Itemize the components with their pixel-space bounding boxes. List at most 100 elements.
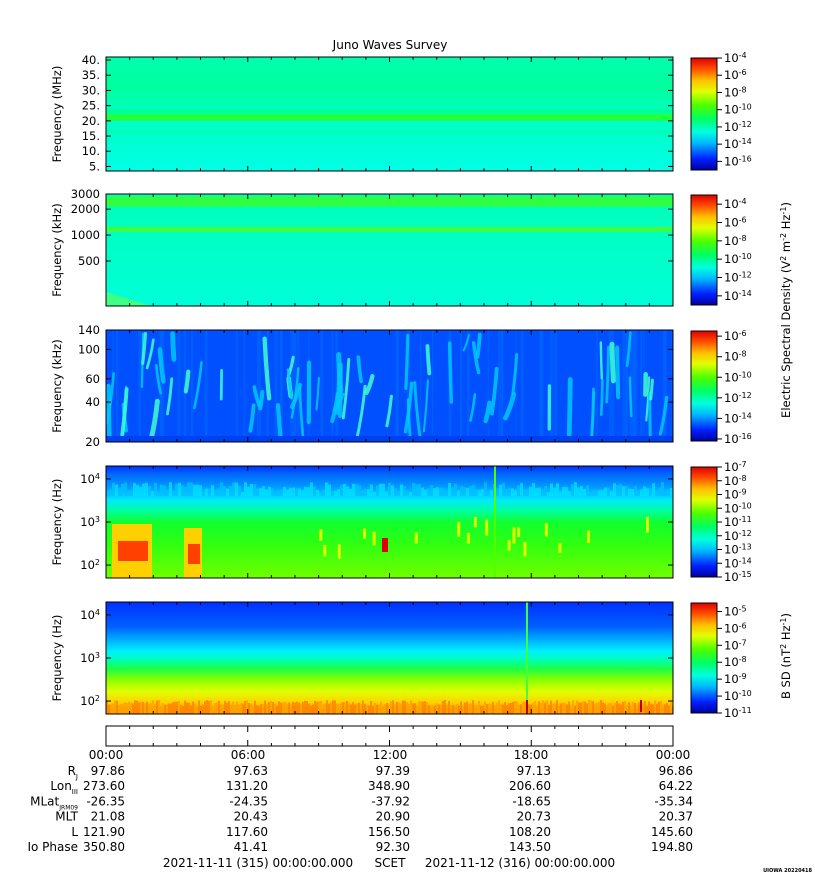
footer-scet-label: SCET	[375, 856, 407, 870]
lfr-e-noise	[409, 491, 412, 496]
lfr-b-bottom-noise	[304, 700, 306, 714]
lfr-b-bottom-noise	[340, 702, 342, 714]
lfr-b-bottom-noise	[294, 702, 296, 714]
lfr-b-bottom-noise	[210, 700, 212, 714]
lf-emission-streak	[170, 331, 177, 362]
lfr-b-bottom-noise	[260, 704, 262, 714]
ephemeris-value: 20.43	[234, 810, 268, 824]
lfr-b-bottom-noise	[494, 705, 496, 714]
lfr-b-bottom-noise	[612, 705, 614, 714]
lfr-b-bottom-noise	[192, 701, 194, 714]
lfr-b-bottom-noise	[486, 703, 488, 714]
lfr-e-noise	[592, 490, 595, 496]
ephemeris-row-label: LonIII	[50, 779, 78, 796]
lfr-b-bottom-noise	[322, 704, 324, 714]
y-tick-label: 40	[85, 395, 100, 409]
y-axis-label: Frequency (Hz)	[50, 615, 64, 702]
lfr-e-noise	[256, 488, 259, 496]
lf-texture-stripe	[640, 330, 643, 442]
lf-emission-streak	[290, 366, 300, 419]
lfr-b-bottom-noise	[418, 701, 420, 714]
yellow-burst	[372, 531, 376, 546]
lfr-e-noise	[241, 491, 244, 496]
lfr-e-noise	[247, 486, 250, 496]
lfr-e-noise	[454, 483, 457, 496]
lfr-e-noise	[223, 485, 226, 496]
colorbar-tick-label: 10-4	[724, 51, 747, 66]
lfr-b-bottom-noise	[126, 703, 128, 714]
lfr-e-noise	[376, 485, 379, 496]
ephemeris-value: -24.35	[229, 794, 268, 808]
lf-emission-streak	[483, 400, 492, 424]
lfr-b-bottom-noise	[140, 701, 142, 714]
lfr-b-bottom-noise	[552, 703, 554, 714]
lfr-b-bottom-noise	[404, 700, 406, 714]
lfr-b-bottom-noise	[170, 703, 172, 714]
panel-lfr-e: 104 103 102 Frequency (Hz)	[50, 465, 674, 579]
lfr-e-noise	[292, 487, 295, 496]
lfr-b-bottom-noise	[352, 702, 354, 714]
lfr-e-noise	[184, 486, 187, 496]
lfr-e-noise	[328, 484, 331, 496]
lfr-b-bottom-noise	[116, 700, 118, 714]
vertical-spike-base	[526, 700, 528, 714]
lfr-b-bottom-noise	[356, 703, 358, 714]
lfr-e-noise	[373, 491, 376, 496]
lfr-e-noise	[208, 488, 211, 496]
lfr-b-bottom-noise	[646, 705, 648, 714]
lf-emission-streak	[566, 377, 573, 437]
lf-emission-streak	[645, 376, 651, 422]
lfr-e-noise	[277, 490, 280, 496]
lf-texture-stripe	[487, 330, 489, 442]
lfr-b-bottom-noise	[138, 702, 140, 714]
lfr-e-noise	[595, 489, 598, 496]
lfr-e-noise	[271, 488, 274, 496]
lfr-b-bottom-noise	[434, 705, 436, 714]
band-23mhz	[106, 109, 673, 113]
yellow-burst	[319, 529, 323, 541]
lfr-b-bottom-noise	[242, 703, 244, 714]
lfr-e-noise	[640, 489, 643, 496]
panel-hf-mhz-image	[106, 57, 673, 171]
y-axis-label: Frequency (kHz)	[50, 203, 64, 296]
y-tick-label: 30.	[82, 83, 100, 97]
lfr-e-noise	[394, 488, 397, 496]
lf-texture-stripe	[554, 330, 557, 442]
time-label: 12:00	[373, 748, 408, 762]
lfr-b-bottom-noise	[406, 702, 408, 714]
lfr-e-noise	[598, 490, 601, 496]
lfr-b-bottom-noise	[450, 705, 452, 714]
lfr-e-noise	[583, 488, 586, 496]
lf-texture-stripe	[280, 330, 283, 442]
lfr-e-noise	[643, 486, 646, 496]
colorbar-tick-label: 10-6	[724, 68, 747, 83]
lfr-b-bottom-noise	[176, 701, 178, 714]
lfr-b-bottom-noise	[160, 705, 162, 714]
lfr-b-bottom-noise	[288, 702, 290, 714]
chart-title: Juno Waves Survey	[332, 38, 448, 52]
lfr-e-noise	[325, 482, 328, 496]
lfr-b-bottom-noise	[332, 700, 334, 714]
lfr-b-bottom-noise	[152, 700, 154, 714]
band-21mhz	[106, 113, 673, 121]
y-tick-label: 40.	[82, 53, 100, 67]
lfr-b-bottom-noise	[120, 704, 122, 714]
lfr-e-noise	[238, 486, 241, 496]
lfr-e-noise	[175, 483, 178, 496]
colorbar-tick-label: 10-8	[724, 85, 747, 100]
lfr-b-bottom-noise	[112, 703, 114, 714]
lf-emission-streak	[404, 333, 410, 391]
hot-region-2-core	[188, 544, 200, 564]
spectrogram-panels: 40.35.30. 25.20.15.10.5. Frequency (MHz) 30…	[50, 53, 674, 715]
lfr-b-bottom-noise	[252, 705, 254, 714]
lfr-b-bottom-noise	[198, 700, 200, 714]
lf-emission-streak	[599, 379, 604, 416]
lfr-b-bottom-noise	[462, 705, 464, 714]
lf-texture-stripe	[502, 330, 504, 442]
lf-texture-stripe	[177, 330, 181, 442]
lfr-b-bottom-noise	[500, 703, 502, 714]
lfr-b-bottom-noise	[336, 703, 338, 714]
colorbar-tick-label: 10-14	[724, 556, 752, 571]
colorbar-ramp	[690, 466, 718, 578]
lfr-e-noise	[412, 482, 415, 496]
